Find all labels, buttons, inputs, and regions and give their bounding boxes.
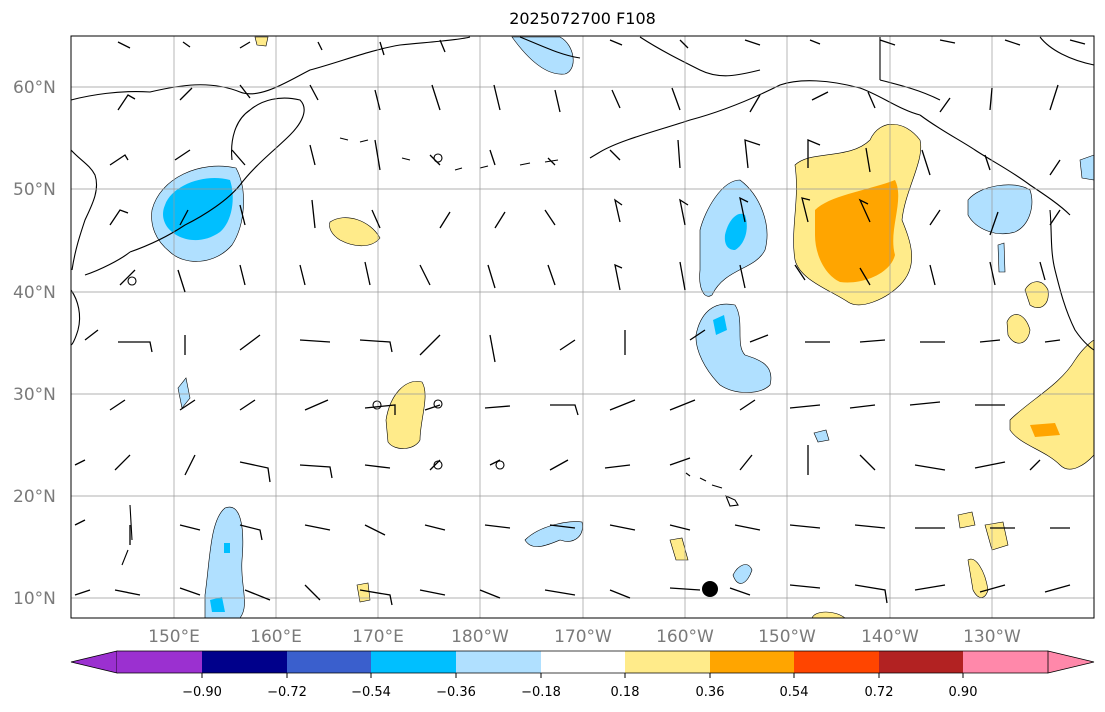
- colorbar-segment: [794, 651, 879, 673]
- positive-anomaly-region: [329, 217, 381, 247]
- colorbar-segment: [879, 651, 963, 673]
- positive-anomaly-region: [957, 511, 976, 529]
- coastlines: [70, 36, 1095, 566]
- colorbar-tick-label: −0.36: [436, 685, 476, 700]
- lat-label: 40°N: [13, 283, 56, 303]
- positive-anomaly-region: [385, 381, 426, 449]
- positive-anomaly-region: [1024, 281, 1049, 309]
- lon-label: 180°W: [451, 627, 509, 647]
- colorbar-tick-label: −0.90: [182, 685, 222, 700]
- strong-positive-anomaly-region: [1030, 423, 1060, 437]
- colorbar-tick-label: 0.90: [949, 685, 978, 700]
- colorbar-extend-high: [1047, 650, 1095, 674]
- negative-anomaly-region: [524, 521, 583, 547]
- strong-negative-anomaly-region: [724, 213, 747, 250]
- figure-title: 2025072700 F108: [509, 9, 656, 28]
- colorbar-tick-label: −0.54: [351, 685, 391, 700]
- colorbar-tick-label: −0.72: [267, 685, 307, 700]
- lon-label: 170°E: [352, 627, 404, 647]
- lon-label: 170°W: [554, 627, 612, 647]
- positive-anomaly-region: [254, 36, 269, 47]
- strong-negative-anomaly-region: [224, 543, 230, 553]
- lat-label: 20°N: [13, 487, 56, 507]
- shaded-anomaly-areas: [151, 36, 1095, 619]
- negative-anomaly-region: [813, 429, 830, 443]
- strong-positive-anomaly-region: [815, 180, 899, 283]
- map-area: [70, 35, 1095, 619]
- lon-label: 160°W: [656, 627, 714, 647]
- strong-negative-anomaly-region: [713, 315, 727, 335]
- colorbar-segment: [710, 651, 794, 673]
- colorbar-tick-label: 0.72: [865, 685, 894, 700]
- colorbar-segment: [541, 651, 625, 673]
- colorbar-segment: [456, 651, 541, 673]
- lat-label: 30°N: [13, 385, 56, 405]
- positive-anomaly-region: [669, 537, 689, 561]
- colorbar-segment: [625, 651, 710, 673]
- negative-anomaly-region: [732, 564, 753, 584]
- lat-label: 10°N: [13, 589, 56, 609]
- longitude-labels: 150°E 160°E 170°E 180°W 170°W 160°W 150°…: [148, 627, 1021, 647]
- negative-anomaly-region: [997, 242, 1006, 273]
- lat-label: 50°N: [13, 180, 56, 200]
- colorbar-extend-low: [70, 650, 118, 674]
- colorbar-tick-label: 0.36: [696, 685, 725, 700]
- colorbar-tick-label: −0.18: [521, 685, 561, 700]
- lon-label: 140°W: [861, 627, 919, 647]
- strong-negative-anomaly-region: [210, 597, 225, 612]
- negative-anomaly-region: [511, 36, 574, 75]
- lon-label: 150°W: [758, 627, 816, 647]
- positive-anomaly-region: [1006, 314, 1031, 344]
- colorbar-segment: [287, 651, 371, 673]
- wind-barbs: [74, 39, 1086, 606]
- colorbar-tick-label: 0.18: [611, 685, 640, 700]
- negative-anomaly-region: [177, 377, 191, 409]
- colorbar-tick-label: 0.54: [780, 685, 809, 700]
- latitude-labels: 60°N 50°N 40°N 30°N 20°N 10°N: [13, 78, 56, 609]
- colorbar-segment: [202, 651, 287, 673]
- negative-anomaly-region: [204, 506, 245, 619]
- lon-label: 130°W: [963, 627, 1021, 647]
- positive-anomaly-region: [984, 521, 1009, 551]
- colorbar-segment: [963, 651, 1048, 673]
- lon-label: 160°E: [250, 627, 302, 647]
- negative-anomaly-region: [967, 184, 1033, 235]
- location-marker: [702, 581, 718, 597]
- lon-label: 150°E: [148, 627, 200, 647]
- colorbar-segment: [117, 651, 202, 673]
- positive-anomaly-region: [356, 582, 371, 603]
- lat-label: 60°N: [13, 78, 56, 98]
- colorbar-segment: [371, 651, 456, 673]
- colorbar: −0.90 −0.72 −0.54 −0.36 −0.18 0.18 0.36 …: [70, 650, 1095, 700]
